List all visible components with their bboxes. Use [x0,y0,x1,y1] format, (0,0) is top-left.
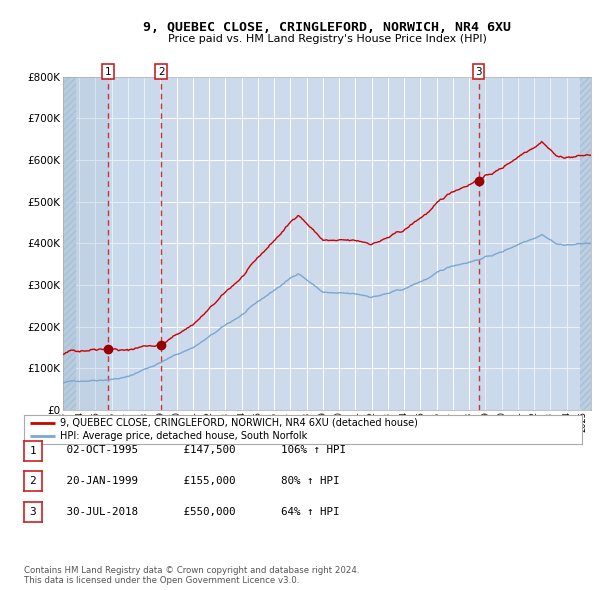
Text: 3: 3 [475,67,482,77]
Bar [479,77,591,410]
Text: Price paid vs. HM Land Registry's House Price Index (HPI): Price paid vs. HM Land Registry's House … [167,34,487,44]
Bar [63,77,107,410]
Text: 1: 1 [104,67,111,77]
Text: 9, QUEBEC CLOSE, CRINGLEFORD, NORWICH, NR4 6XU (detached house): 9, QUEBEC CLOSE, CRINGLEFORD, NORWICH, N… [60,418,418,428]
Text: 20-JAN-1999       £155,000       80% ↑ HPI: 20-JAN-1999 £155,000 80% ↑ HPI [47,476,340,486]
Text: 3: 3 [29,507,37,517]
Polygon shape [580,77,591,410]
Text: 9, QUEBEC CLOSE, CRINGLEFORD, NORWICH, NR4 6XU: 9, QUEBEC CLOSE, CRINGLEFORD, NORWICH, N… [143,21,511,34]
Text: HPI: Average price, detached house, South Norfolk: HPI: Average price, detached house, Sout… [60,431,308,441]
Text: 2: 2 [29,477,37,486]
Text: Contains HM Land Registry data © Crown copyright and database right 2024.
This d: Contains HM Land Registry data © Crown c… [24,566,359,585]
Text: 02-OCT-1995       £147,500       106% ↑ HPI: 02-OCT-1995 £147,500 106% ↑ HPI [47,445,346,455]
Text: 1: 1 [29,446,37,455]
Text: 2: 2 [158,67,164,77]
Polygon shape [63,77,76,410]
Bar [107,77,161,410]
Text: 30-JUL-2018       £550,000       64% ↑ HPI: 30-JUL-2018 £550,000 64% ↑ HPI [47,507,340,516]
